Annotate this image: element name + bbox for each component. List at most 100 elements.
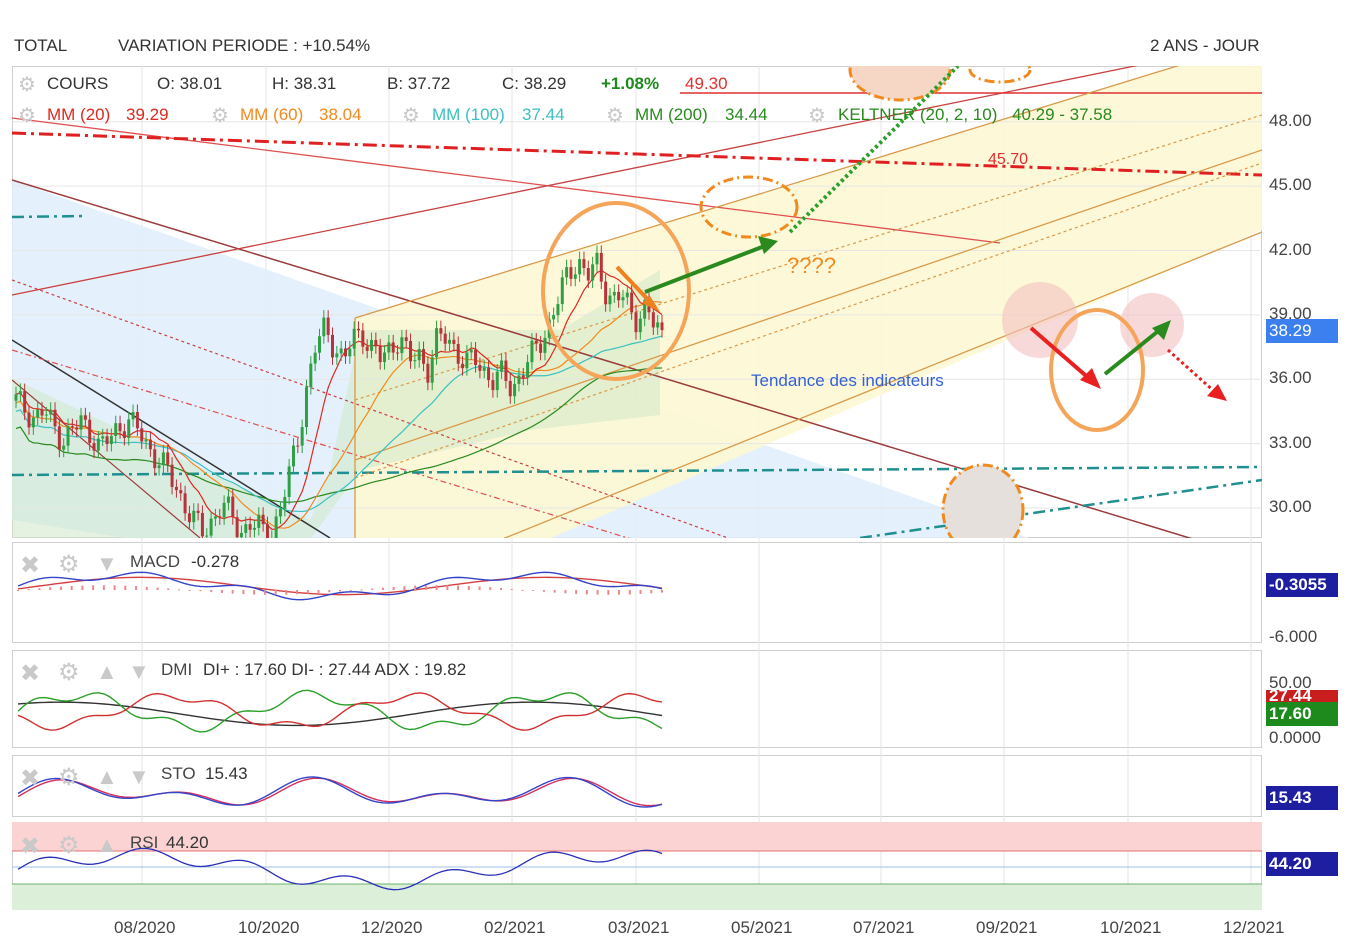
legend-low: B: 37.72 xyxy=(387,74,451,93)
macd-histogram-bar xyxy=(27,589,30,591)
x-tick-label-9: 12/2021 xyxy=(1223,918,1285,937)
candle xyxy=(235,517,239,538)
candle xyxy=(387,342,391,353)
dmi-gear-icon[interactable]: ⚙ xyxy=(58,659,80,686)
candle xyxy=(205,535,209,537)
candle xyxy=(339,348,343,354)
macd-down-icon[interactable]: ▼ xyxy=(96,551,118,576)
candle xyxy=(634,312,638,333)
candle xyxy=(543,337,547,353)
candle xyxy=(565,267,569,278)
macd-histogram-bar xyxy=(564,590,567,594)
dmi-up-icon[interactable]: ▲ xyxy=(96,659,118,684)
macd-histogram-bar xyxy=(145,586,148,590)
candle xyxy=(131,411,135,420)
rsi-close-icon[interactable]: ✖ xyxy=(20,833,41,860)
candle xyxy=(53,409,57,427)
macd-close-icon[interactable]: ✖ xyxy=(20,552,41,579)
y-tick-label-6: 30.00 xyxy=(1269,496,1312,516)
macd-histogram-bar xyxy=(339,590,341,592)
dmi-plus-line xyxy=(17,689,663,733)
legend-keltner-value: 40.29 - 37.58 xyxy=(1012,105,1113,124)
mm20-gear-icon[interactable]: ⚙ xyxy=(18,105,36,127)
candle xyxy=(148,439,152,450)
macd-histogram-bar xyxy=(628,590,631,595)
macd-histogram-bar xyxy=(274,590,277,595)
candle xyxy=(101,436,105,439)
candle xyxy=(595,252,599,265)
candle xyxy=(122,431,126,438)
macd-histogram-bar xyxy=(263,590,266,595)
sto-up-icon[interactable]: ▲ xyxy=(96,764,118,789)
sto-down-icon[interactable]: ▼ xyxy=(128,764,150,789)
dmi-pane[interactable] xyxy=(12,650,1262,748)
legend-mm20: MM (20) xyxy=(47,105,111,124)
macd-histogram-bar xyxy=(328,590,331,593)
candle xyxy=(70,426,74,428)
candle xyxy=(296,445,300,447)
candle xyxy=(439,328,443,334)
dmi-minus-badge: 27.44 xyxy=(1266,690,1338,702)
macd-histogram-bar xyxy=(231,590,234,594)
sto-close-icon[interactable]: ✖ xyxy=(20,765,41,792)
rsi-gear-icon[interactable]: ⚙ xyxy=(58,832,80,859)
candle xyxy=(625,292,629,298)
candle xyxy=(326,317,330,335)
x-tick-label-8: 10/2021 xyxy=(1100,918,1162,937)
macd-pane[interactable] xyxy=(12,542,1262,643)
candle xyxy=(651,312,655,328)
macd-histogram-bar xyxy=(639,590,642,594)
candle xyxy=(270,537,274,538)
candle xyxy=(62,445,66,450)
candle xyxy=(383,352,387,363)
candle xyxy=(140,428,144,442)
candle xyxy=(465,352,469,369)
candle xyxy=(114,423,118,436)
macd-histogram-bar xyxy=(59,586,62,590)
macd-histogram-bar xyxy=(92,585,95,590)
legend-mm60-value: 38.04 xyxy=(319,105,362,124)
y-tick-label-3: 39.00 xyxy=(1269,303,1312,323)
macd-histogram-bar xyxy=(457,585,460,590)
candle xyxy=(66,426,70,446)
period-selector[interactable]: 2 ANS - JOUR xyxy=(1150,36,1260,55)
candle xyxy=(239,532,243,538)
candle xyxy=(248,524,252,530)
keltner-gear-icon[interactable]: ⚙ xyxy=(808,105,826,127)
candle xyxy=(617,291,621,301)
candle xyxy=(88,419,92,444)
rsi-label: RSI xyxy=(130,833,159,852)
candle xyxy=(92,443,96,451)
legend-cours: COURS xyxy=(47,74,109,93)
candle xyxy=(283,496,287,509)
candle xyxy=(118,423,122,432)
macd-histogram-bar xyxy=(424,585,427,590)
y-tick-label-0: 48.00 xyxy=(1269,110,1312,130)
dmi-minus-line xyxy=(17,692,663,731)
macd-histogram-bar xyxy=(349,590,352,591)
macd-histogram-bar xyxy=(607,590,610,595)
mm200-gear-icon[interactable]: ⚙ xyxy=(606,105,624,127)
candle xyxy=(452,339,456,345)
candle xyxy=(144,439,148,442)
sto-gear-icon[interactable]: ⚙ xyxy=(58,764,80,791)
candle xyxy=(378,346,382,363)
macd-badge: -0.3055 xyxy=(1266,573,1338,597)
mm60-gear-icon[interactable]: ⚙ xyxy=(211,105,229,127)
candle xyxy=(57,426,61,450)
legend-mm20-value: 39.29 xyxy=(126,105,169,124)
candle xyxy=(430,357,434,383)
candle xyxy=(352,328,356,349)
candle xyxy=(357,328,361,331)
mm100-gear-icon[interactable]: ⚙ xyxy=(402,105,420,127)
macd-histogram-bar xyxy=(306,590,309,594)
candle xyxy=(521,375,525,378)
rsi-up-icon[interactable]: ▲ xyxy=(96,832,118,857)
sto-value: 15.43 xyxy=(205,764,248,783)
macd-gear-icon[interactable]: ⚙ xyxy=(58,551,80,578)
dmi-down-icon[interactable]: ▼ xyxy=(128,659,150,684)
candle xyxy=(127,419,131,438)
dmi-close-icon[interactable]: ✖ xyxy=(20,660,41,687)
settings-gear-icon[interactable]: ⚙ xyxy=(18,74,36,96)
